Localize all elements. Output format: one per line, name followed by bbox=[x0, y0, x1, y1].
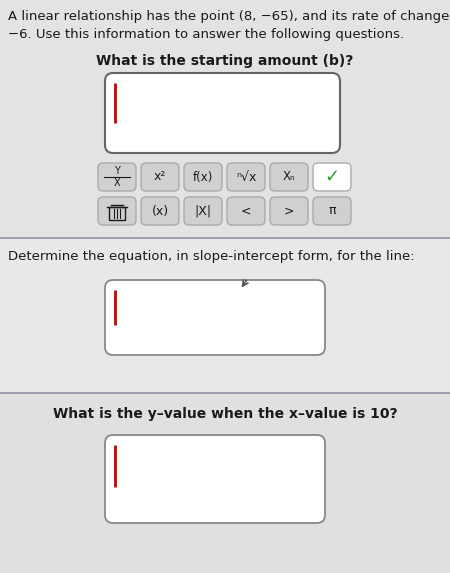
FancyBboxPatch shape bbox=[105, 73, 340, 153]
FancyBboxPatch shape bbox=[184, 197, 222, 225]
Text: π: π bbox=[328, 205, 336, 218]
Text: Xₙ: Xₙ bbox=[283, 171, 295, 183]
Text: >: > bbox=[284, 205, 294, 218]
Text: X: X bbox=[114, 178, 120, 188]
Text: A linear relationship has the point (8, −65), and its rate of change is: A linear relationship has the point (8, … bbox=[8, 10, 450, 23]
Text: x²: x² bbox=[154, 171, 166, 183]
FancyBboxPatch shape bbox=[227, 163, 265, 191]
FancyBboxPatch shape bbox=[313, 163, 351, 191]
FancyBboxPatch shape bbox=[98, 163, 136, 191]
Text: |X|: |X| bbox=[194, 205, 212, 218]
FancyBboxPatch shape bbox=[141, 197, 179, 225]
Bar bbox=[109, 207, 125, 220]
FancyBboxPatch shape bbox=[141, 163, 179, 191]
Text: ✓: ✓ bbox=[324, 168, 340, 186]
Text: Determine the equation, in slope-intercept form, for the line:: Determine the equation, in slope-interce… bbox=[8, 250, 414, 263]
FancyBboxPatch shape bbox=[184, 163, 222, 191]
Text: <: < bbox=[241, 205, 251, 218]
Text: −6. Use this information to answer the following questions.: −6. Use this information to answer the f… bbox=[8, 28, 404, 41]
FancyBboxPatch shape bbox=[270, 163, 308, 191]
FancyBboxPatch shape bbox=[313, 197, 351, 225]
FancyBboxPatch shape bbox=[105, 280, 325, 355]
FancyBboxPatch shape bbox=[105, 435, 325, 523]
Text: What is the starting amount (b)?: What is the starting amount (b)? bbox=[96, 54, 354, 68]
Text: (x): (x) bbox=[152, 205, 169, 218]
FancyBboxPatch shape bbox=[98, 197, 136, 225]
Bar bbox=[0, 0, 450, 280]
Bar bbox=[0, 393, 450, 573]
Text: ⁿ√x: ⁿ√x bbox=[236, 171, 256, 183]
Text: Y: Y bbox=[114, 166, 120, 176]
Bar bbox=[0, 238, 450, 393]
Text: What is the y–value when the x–value is 10?: What is the y–value when the x–value is … bbox=[53, 407, 397, 421]
FancyBboxPatch shape bbox=[227, 197, 265, 225]
Text: f(x): f(x) bbox=[193, 171, 213, 183]
FancyBboxPatch shape bbox=[270, 197, 308, 225]
